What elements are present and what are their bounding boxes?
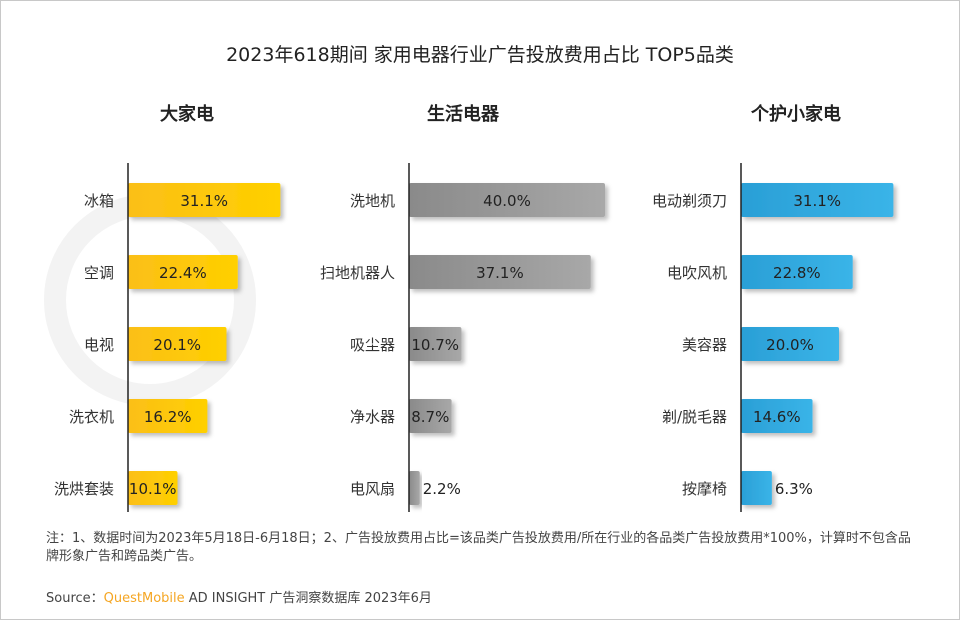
source-prefix: Source： [46,591,104,606]
watermark-logo-ring [44,194,256,406]
footnote: 注：1、数据时间为2023年5月18日-6月18日；2、广告投放费用占比=该品类… [46,531,911,564]
data-label: 31.1% [180,192,228,210]
data-label: 2.2% [423,480,461,498]
category-label: 按摩椅 [682,480,727,498]
bar [409,183,605,217]
category-label: 剃/脱毛器 [662,408,727,426]
bar [128,471,178,505]
source-brand: QuestMobile [103,591,185,606]
bar [409,327,462,361]
category-label: 洗地机 [350,192,395,210]
chart-title: 2023年618期间 家用电器行业广告投放费用占比 TOP5品类 [226,44,734,66]
bar [128,399,208,433]
data-label: 20.1% [153,336,201,354]
data-label: 16.2% [144,408,192,426]
bar [741,399,813,433]
data-label: 22.8% [773,264,821,282]
source-line: Source：QuestMobile AD INSIGHT 广告洞察数据库 20… [46,587,432,606]
bar [409,255,591,289]
category-label: 电视 [84,336,114,354]
bar [128,255,238,289]
bar [741,327,839,361]
panel-title: 生活电器 [427,103,500,125]
bar [741,183,894,217]
data-label: 6.3% [775,480,813,498]
panel-title: 个护小家电 [750,103,841,125]
bar [128,183,281,217]
data-label: 8.7% [411,408,449,426]
category-label: 洗衣机 [69,408,114,426]
data-label: 20.0% [766,336,814,354]
source-rest: AD INSIGHT 广告洞察数据库 2023年6月 [184,591,432,606]
bar [128,327,227,361]
category-label: 扫地机器人 [320,264,395,282]
data-label: 22.4% [159,264,207,282]
data-label: 10.7% [411,336,459,354]
panel-title: 大家电 [160,103,214,125]
category-label: 电风扇 [350,480,395,498]
bar [741,471,772,505]
category-label: 净水器 [350,408,395,426]
category-label: 空调 [84,264,114,282]
bar [741,255,853,289]
data-label: 14.6% [753,408,801,426]
data-label: 37.1% [476,264,524,282]
category-label: 美容器 [682,336,727,354]
category-label: 洗烘套装 [54,480,114,498]
category-label: 冰箱 [84,192,114,210]
category-label: 电动剃须刀 [652,192,727,210]
data-label: 40.0% [483,192,531,210]
bar [409,399,452,433]
category-label: 电吹风机 [667,264,727,282]
data-label: 10.1% [129,480,177,498]
category-label: 吸尘器 [350,336,395,354]
bar [409,471,420,505]
data-label: 31.1% [793,192,841,210]
